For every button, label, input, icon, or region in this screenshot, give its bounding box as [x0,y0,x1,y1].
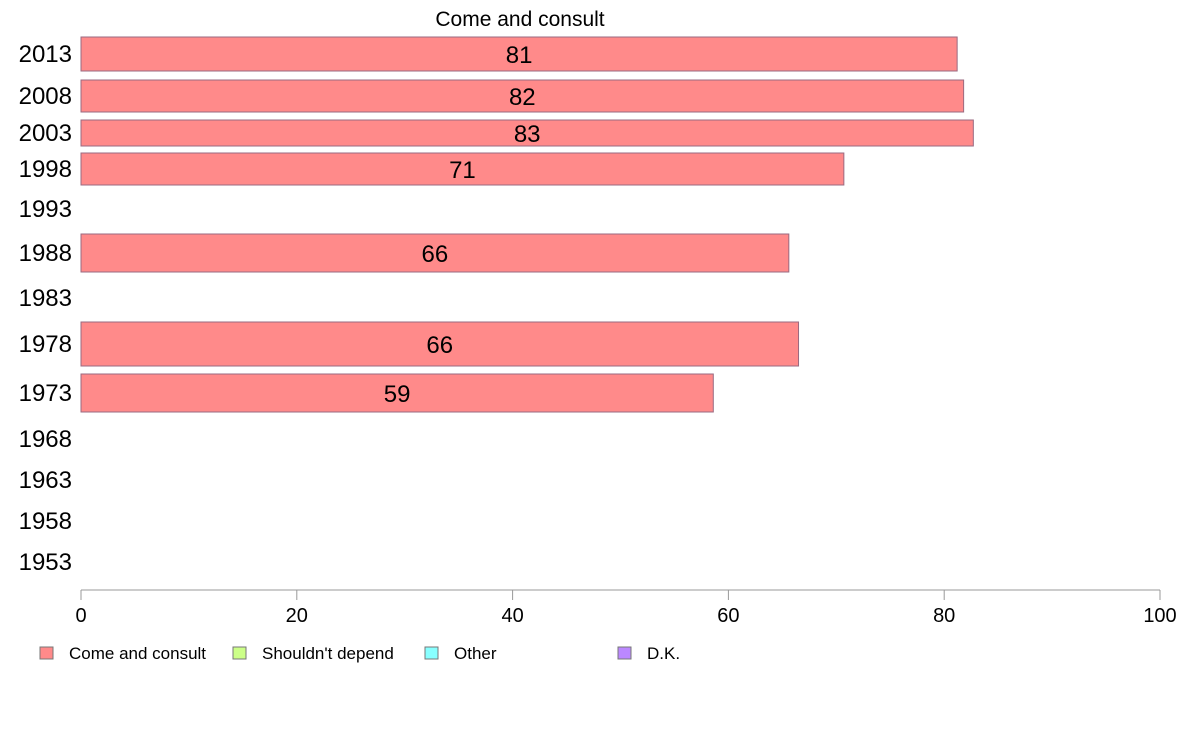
x-tick-label: 0 [75,605,86,627]
y-tick-label: 1973 [19,380,72,407]
bar-value-label: 82 [509,84,536,111]
bar [80,152,845,186]
y-tick-label: 1953 [19,549,72,576]
bar [80,79,965,113]
y-tick-label: 1978 [19,331,72,358]
legend-swatch [617,646,632,660]
bars: 81 82 83 71 66 66 59 [80,36,974,413]
legend-swatch [424,646,439,660]
y-tick-label: 1968 [19,426,72,453]
y-tick-label: 1963 [19,467,72,494]
legend-item: Other [424,644,497,663]
bar-value-label: 66 [426,332,453,359]
legend-swatch [39,646,54,660]
legend-label: D.K. [647,644,680,663]
legend-swatch [232,646,247,660]
y-tick-label: 1993 [19,196,72,223]
bar [80,36,958,72]
legend: Come and consult Shouldn't depend Other D.K… [39,644,680,663]
y-tick-label: 1983 [19,285,72,312]
bar-value-label: 71 [449,157,476,184]
y-tick-label: 1988 [19,240,72,267]
bar-value-label: 83 [514,121,541,148]
legend-item: D.K. [617,644,680,663]
bar [80,373,714,413]
y-tick-label: 2013 [19,41,72,68]
legend-label: Shouldn't depend [262,644,394,663]
chart-title: Come and consult [435,8,604,31]
bar-value-label: 59 [384,381,411,408]
x-tick-label: 60 [717,605,739,627]
bar [80,119,974,147]
y-tick-label: 2003 [19,120,72,147]
legend-label: Other [454,644,497,663]
legend-label: Come and consult [69,644,206,663]
bar-value-label: 81 [506,42,533,69]
x-axis: 0 20 40 60 80 100 [75,589,1177,627]
bar-value-label: 66 [422,241,449,268]
y-axis-labels: 2013 2008 2003 1998 1993 1988 1983 1978 1973 1968… [19,41,72,576]
y-tick-label: 1958 [19,508,72,535]
legend-item: Come and consult [39,644,206,663]
y-tick-label: 2008 [19,83,72,110]
x-tick-label: 100 [1143,605,1176,627]
legend-item: Shouldn't depend [232,644,394,663]
x-tick-label: 80 [933,605,955,627]
x-tick-label: 20 [286,605,308,627]
y-tick-label: 1998 [19,156,72,183]
x-tick-label: 40 [501,605,523,627]
bar [80,321,800,367]
bar [80,233,790,273]
